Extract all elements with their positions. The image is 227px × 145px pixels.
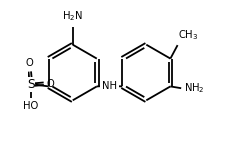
Text: O: O (47, 79, 54, 89)
Text: O: O (26, 58, 34, 68)
Text: HO: HO (23, 101, 38, 111)
Text: NH: NH (101, 80, 116, 90)
Text: NH$_2$: NH$_2$ (183, 81, 203, 95)
Text: CH$_3$: CH$_3$ (178, 28, 198, 41)
Text: S: S (27, 78, 34, 91)
Text: H$_2$N: H$_2$N (62, 9, 83, 23)
